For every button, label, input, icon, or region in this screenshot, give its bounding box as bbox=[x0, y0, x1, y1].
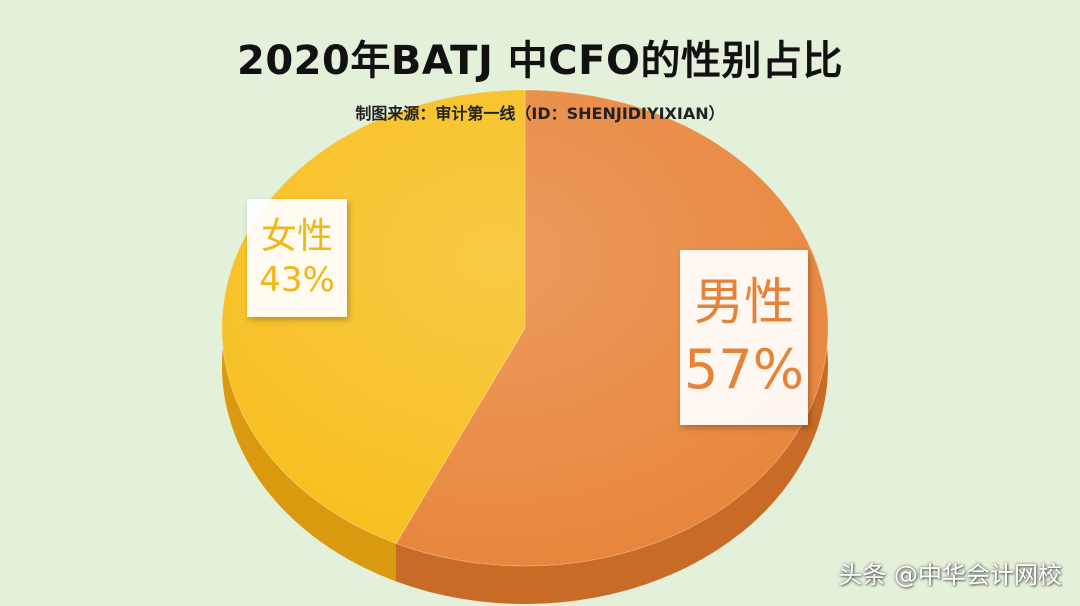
chart-title: 2020年BATJ 中CFO的性别占比 bbox=[237, 38, 843, 84]
data-label-male: 男性 57% bbox=[680, 250, 808, 425]
slice-label-name-male: 男性 bbox=[694, 273, 794, 332]
data-label-female: 女性 43% bbox=[247, 199, 347, 317]
slice-label-name-female: 女性 bbox=[260, 215, 333, 257]
watermark: 头条 @中华会计网校 bbox=[838, 561, 1062, 589]
pie-top bbox=[221, 89, 829, 567]
pie-highlight bbox=[222, 90, 828, 566]
slice-label-value-male: 57% bbox=[683, 338, 805, 402]
chart-subtitle: 制图来源：审计第一线（ID：SHENJIDIYIXIAN） bbox=[355, 104, 725, 123]
slice-label-value-female: 43% bbox=[259, 260, 335, 301]
